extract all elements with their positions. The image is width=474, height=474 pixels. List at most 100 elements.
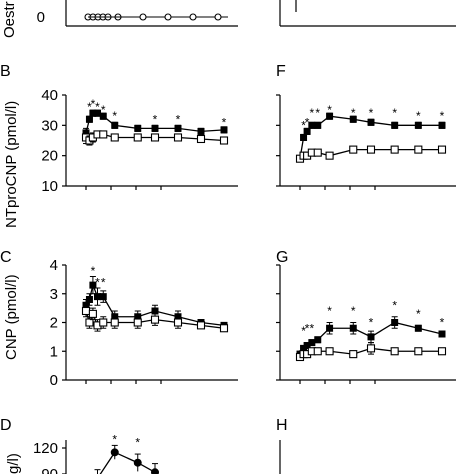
panel-f-significance-star: *	[416, 109, 421, 123]
panel-g-point-open	[390, 347, 399, 356]
panel-a-point	[214, 13, 222, 21]
panel-b-point-filled	[111, 121, 119, 129]
panel-g-label: G	[276, 249, 288, 266]
panel-g-point-filled	[438, 330, 446, 338]
panel-c-significance-star: *	[101, 275, 106, 289]
panel-g-point-filled	[367, 333, 375, 341]
panel-f-significance-star: *	[315, 106, 320, 120]
panel-b-point-filled	[134, 124, 142, 132]
panel-c-ytick-label: 3	[50, 286, 58, 303]
panel-b-ylabel: NTproCNP (pmol/l)	[3, 101, 20, 228]
panel-f-significance-star: *	[305, 115, 310, 129]
panel-b-significance-star: *	[91, 97, 96, 111]
panel-c-label: C	[0, 249, 12, 266]
panel-g-point-open	[349, 350, 358, 359]
panel-g-significance-star: *	[369, 316, 374, 330]
panel-f-point-filled	[308, 121, 316, 129]
panel-g-point-open	[366, 344, 376, 353]
panel-d-ytick-label: 120	[33, 440, 58, 457]
panel-a-point	[139, 13, 147, 21]
panel-f-significance-star: *	[309, 106, 314, 120]
panel-d-ytick-label: 90	[41, 466, 58, 474]
panel-h-label: H	[276, 417, 288, 434]
panel-g-point-open	[313, 347, 322, 356]
panel-g-significance-star: *	[305, 321, 310, 335]
panel-d: D g/l) 90 120 * *	[0, 417, 159, 474]
panel-d-point	[110, 448, 119, 457]
panel-g-point-filled	[414, 324, 422, 332]
panel-f-point-filled	[326, 112, 334, 120]
panel-f-significance-star: *	[301, 118, 306, 132]
panel-b-significance-star: *	[95, 100, 100, 114]
panel-d-significance-star: *	[112, 433, 117, 447]
panel-b-significance-star: *	[112, 109, 117, 123]
panel-b-ytick-label: 30	[41, 117, 58, 134]
panel-g-significance-star: *	[351, 304, 356, 318]
panel-b-point-open	[196, 134, 206, 144]
panel-h: H	[276, 417, 288, 474]
panel-b-significance-star: *	[153, 112, 158, 126]
panel-c-point-filled	[151, 307, 159, 315]
panel-f-significance-star: *	[351, 106, 356, 120]
panel-g-point-filled	[314, 336, 322, 344]
panel-c-ytick-label: 0	[50, 372, 58, 389]
panel-b-ytick-label: 20	[41, 148, 58, 165]
panel-d-series-line	[99, 451, 156, 474]
panel-f-point-open	[414, 145, 423, 154]
panel-b-point-open	[173, 133, 183, 142]
panel-a-ytick-0: 0	[37, 9, 45, 26]
panel-g-point-filled	[308, 339, 316, 347]
panel-f-point-filled	[314, 121, 322, 129]
panel-d-point	[133, 458, 142, 467]
panel-f-point-open	[366, 145, 376, 154]
panel-c-ylabel: CNP (pmol/l)	[3, 274, 20, 360]
panel-b-ytick-label: 10	[41, 178, 58, 195]
panel-d-point	[151, 468, 159, 474]
panel-b-point-filled	[94, 109, 101, 117]
panel-f-point-open	[390, 145, 399, 154]
panel-f-point-filled	[349, 115, 357, 123]
panel-f-point-filled	[300, 133, 308, 141]
panel-d-ylabel: g/l)	[5, 453, 22, 474]
panel-c-point-filled	[99, 293, 107, 301]
panel-b-significance-star: *	[87, 100, 92, 114]
panel-c-point-open	[150, 315, 160, 324]
panel-b-point-filled	[85, 115, 93, 123]
panel-g-significance-star: *	[440, 316, 445, 330]
panel-f-significance-star: *	[440, 109, 445, 123]
panel-b-significance-star: *	[176, 112, 181, 126]
panel-g-significance-star: *	[392, 298, 397, 312]
panel-c-point-open	[133, 318, 142, 327]
panel-a-ylabel: Oestr	[1, 1, 18, 38]
panel-b-ytick-label: 40	[41, 87, 58, 104]
panel-a-point	[189, 13, 197, 21]
panel-f-point-filled	[391, 121, 399, 129]
panel-b-point-filled	[151, 124, 159, 132]
panel-b-point-filled	[174, 124, 182, 132]
panel-c-point-open	[110, 318, 119, 327]
panel-g-point-filled	[303, 342, 311, 349]
panel-g-point-filled	[326, 324, 334, 332]
panel-b-label: B	[0, 63, 11, 80]
panel-c-point-filled	[94, 293, 101, 301]
panel-c-point-open	[81, 306, 91, 316]
panel-c-point-open	[219, 324, 229, 333]
panel-c-point-open	[88, 309, 97, 318]
panel-f-significance-star: *	[369, 106, 374, 120]
panel-c-ytick-label: 4	[50, 257, 58, 274]
panel-d-significance-star: *	[135, 435, 140, 449]
panel-c-ytick-label: 2	[50, 315, 58, 332]
panel-f-point-open	[325, 151, 334, 160]
panel-g-significance-star: *	[301, 324, 306, 338]
panel-g-significance-star: *	[309, 321, 314, 335]
panel-c-point-open	[196, 321, 206, 330]
panel-b-point-open	[219, 136, 229, 145]
panel-f-point-filled	[438, 121, 446, 129]
panel-g-significance-star: *	[327, 304, 332, 318]
panel-g-significance-star: *	[416, 307, 421, 321]
panel-e	[279, 0, 456, 27]
panel-g-point-open	[437, 347, 447, 356]
panel-c-point-filled	[89, 281, 97, 289]
